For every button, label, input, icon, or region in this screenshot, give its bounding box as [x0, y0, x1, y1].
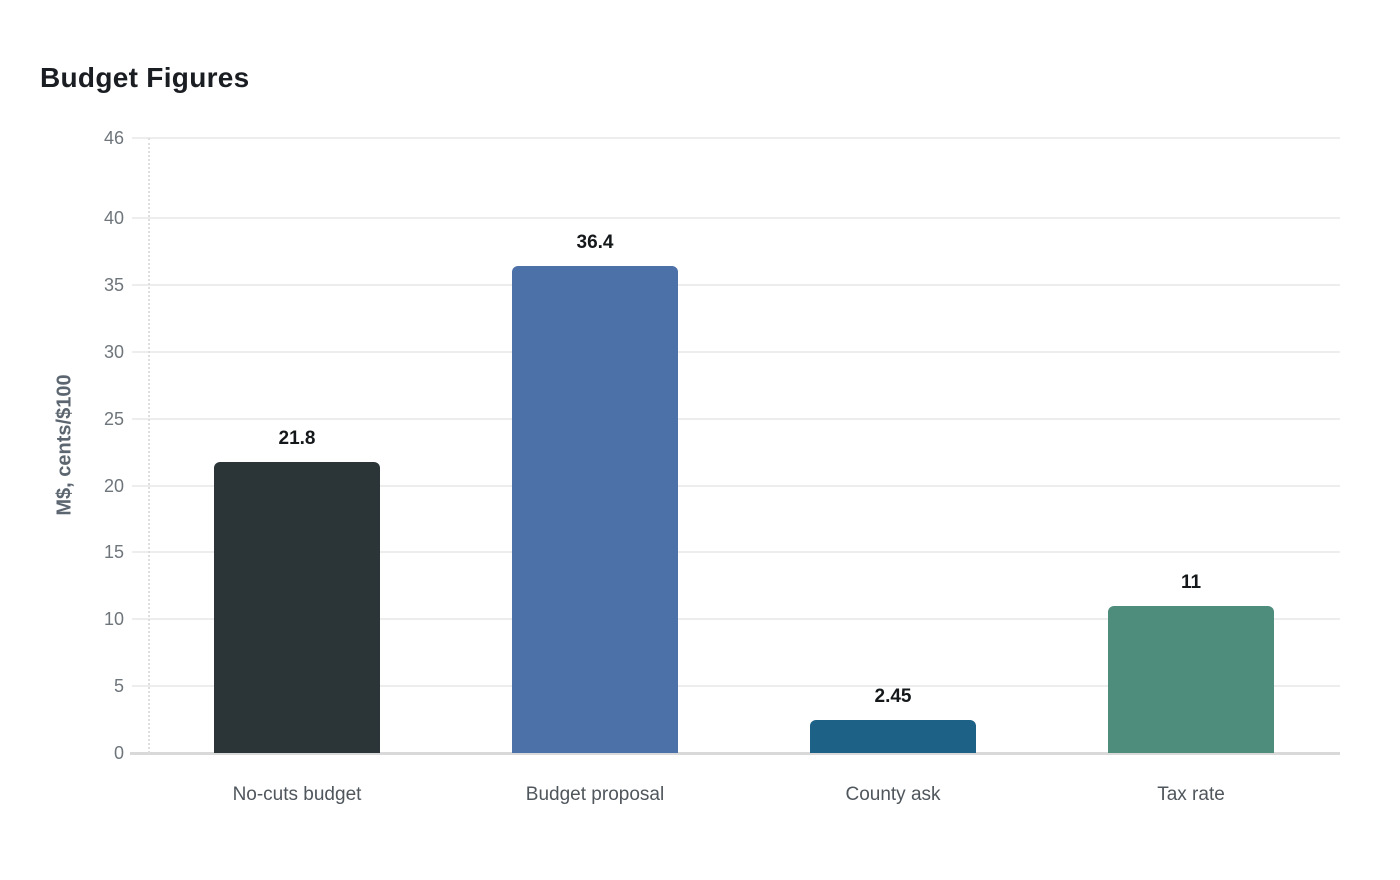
- gridline-y-5: [132, 685, 1340, 687]
- gridline-y-40: [132, 217, 1340, 219]
- x-axis-baseline: [130, 752, 1340, 755]
- gridline-y-46: [132, 137, 1340, 139]
- value-label-tax-rate: 11: [1180, 572, 1202, 593]
- y-tick-label-20: 20: [103, 476, 124, 496]
- gridline-y-30: [132, 351, 1340, 353]
- gridline-y-25: [132, 418, 1340, 420]
- bar-budget-proposal: [512, 266, 678, 753]
- y-tick-label-10: 10: [103, 609, 124, 629]
- chart-title: Budget Figures: [40, 62, 250, 93]
- y-tick-label-30: 30: [103, 342, 124, 362]
- y-tick-label-25: 25: [103, 409, 124, 429]
- bar-county-ask: [810, 720, 976, 753]
- gridline-y-10: [132, 618, 1340, 620]
- gridline-y-20: [132, 485, 1340, 487]
- y-tick-label-40: 40: [103, 208, 124, 228]
- x-category-label-tax-rate: Tax rate: [1157, 784, 1225, 805]
- value-label-budget-proposal: 36.4: [576, 232, 614, 253]
- y-tick-label-35: 35: [103, 275, 124, 295]
- y-tick-label-46: 46: [103, 128, 124, 148]
- bar-no-cuts-budget: [214, 462, 380, 753]
- x-category-label-budget-proposal: Budget proposal: [525, 784, 665, 805]
- gridline-y-15: [132, 551, 1340, 553]
- gridline-y-35: [132, 284, 1340, 286]
- y-axis-dotted-line: [148, 138, 150, 753]
- x-category-label-no-cuts-budget: No-cuts budget: [232, 784, 362, 805]
- y-tick-label-0: 0: [113, 743, 124, 763]
- value-label-county-ask: 2.45: [874, 686, 912, 707]
- bar-tax-rate: [1108, 606, 1274, 753]
- x-category-label-county-ask: County ask: [845, 784, 941, 805]
- value-label-no-cuts-budget: 21.8: [278, 428, 316, 449]
- y-tick-label-5: 5: [113, 676, 124, 696]
- y-tick-label-15: 15: [103, 542, 124, 562]
